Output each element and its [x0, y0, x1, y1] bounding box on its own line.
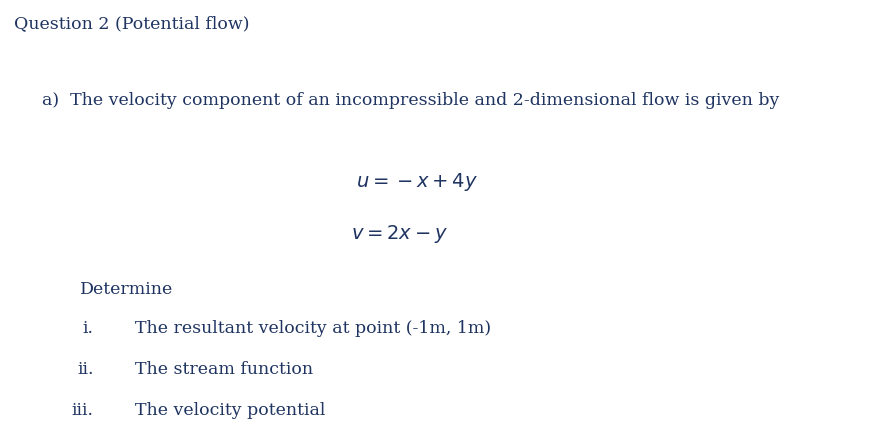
Text: $\mathit{u} = -\mathit{x} + 4\mathit{y}$: $\mathit{u} = -\mathit{x} + 4\mathit{y}$: [356, 171, 478, 193]
Text: Question 2 (Potential flow): Question 2 (Potential flow): [14, 15, 249, 32]
Text: ii.: ii.: [77, 361, 94, 378]
Text: a)  The velocity component of an incompressible and 2-dimensional flow is given : a) The velocity component of an incompre…: [42, 92, 779, 109]
Text: iii.: iii.: [72, 402, 94, 420]
Text: $\mathit{v} = 2\mathit{x} - \mathit{y}$: $\mathit{v} = 2\mathit{x} - \mathit{y}$: [351, 223, 448, 245]
Text: The velocity potential: The velocity potential: [135, 402, 325, 420]
Text: Determine: Determine: [80, 281, 173, 298]
Text: The resultant velocity at point (-1m, 1m): The resultant velocity at point (-1m, 1m…: [135, 320, 491, 337]
Text: The stream function: The stream function: [135, 361, 313, 378]
Text: i.: i.: [83, 320, 94, 337]
